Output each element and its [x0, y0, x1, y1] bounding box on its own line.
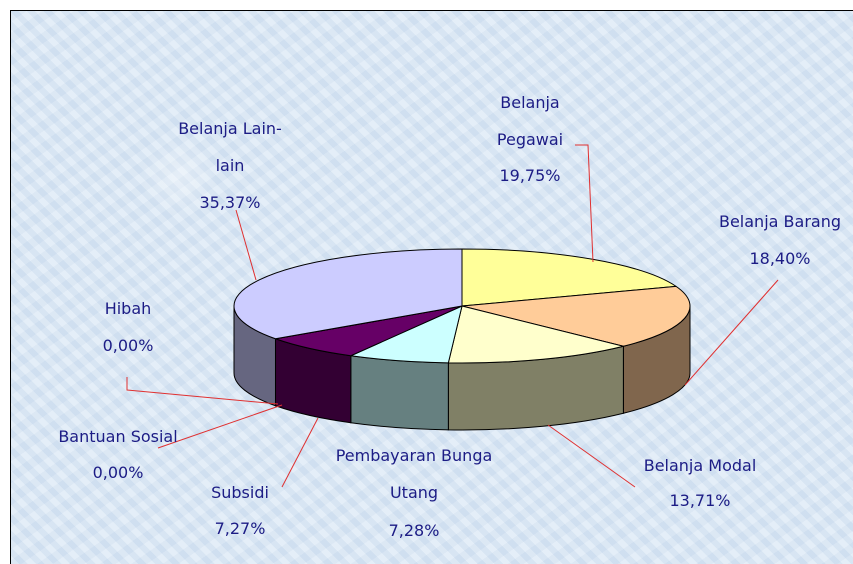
category-label: Subsidi [211, 483, 269, 502]
category-label: Pembayaran Bunga Utang [335, 446, 493, 502]
slice [274, 305, 463, 357]
value-label: 18,40% [749, 249, 811, 268]
value-label: 7,28% [388, 521, 440, 540]
category-label: Belanja Pegawai [496, 93, 564, 149]
slice [461, 285, 691, 347]
leader-line [575, 144, 594, 263]
category-label: Belanja Barang [718, 212, 841, 231]
value-label: 0,00% [102, 336, 154, 355]
leader-line [235, 209, 257, 281]
value-label: 7,27% [214, 519, 266, 538]
slice [447, 305, 624, 364]
leader-line [281, 417, 319, 488]
slice-side [350, 355, 449, 431]
category-label: Belanja Modal [643, 456, 757, 475]
category-label: Hibah [104, 299, 152, 318]
category-label: Bantuan Sosial [58, 427, 178, 446]
leader-line [684, 279, 779, 386]
value-label: 35,37% [199, 193, 261, 212]
category-label: Belanja Lain-lain [178, 119, 282, 175]
slice [350, 305, 463, 364]
leader-line [126, 377, 279, 405]
leader-line [157, 404, 283, 449]
value-label: 13,71% [669, 491, 731, 510]
leader-line [547, 424, 636, 488]
value-label: 0,00% [92, 463, 144, 482]
value-label: 19,75% [499, 166, 561, 185]
slice [233, 248, 463, 340]
